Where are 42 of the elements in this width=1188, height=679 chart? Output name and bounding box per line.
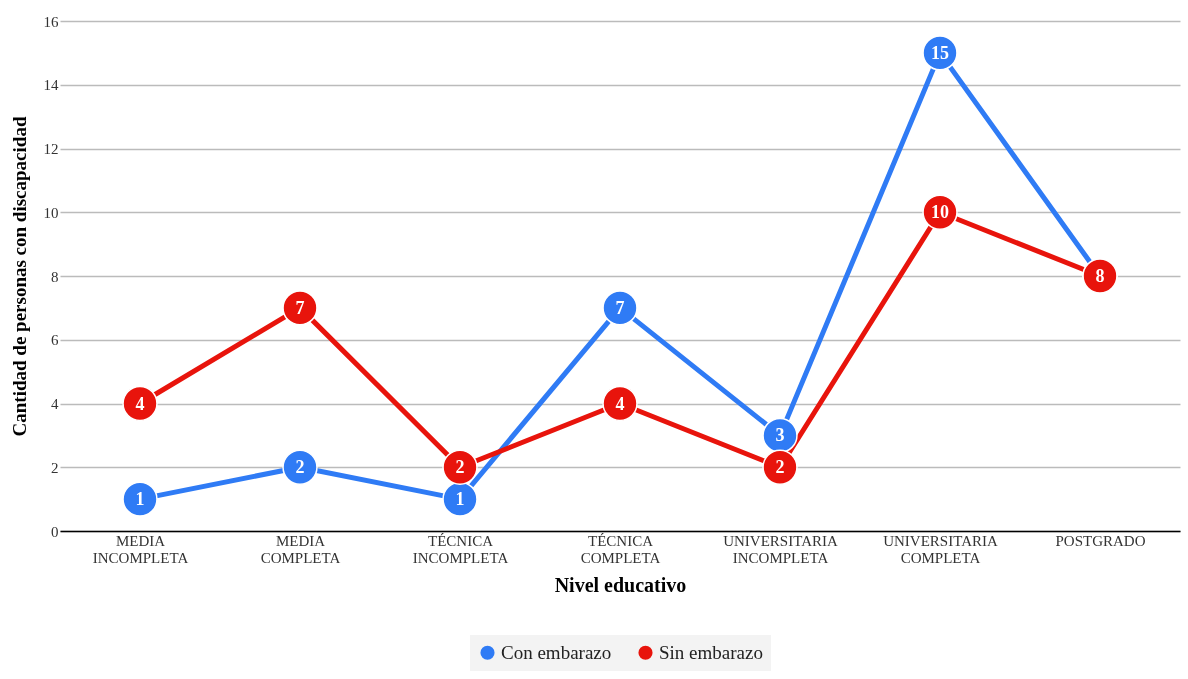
- data-label: 8: [1095, 266, 1105, 286]
- y-tick-label: 2: [51, 459, 59, 476]
- point: [442, 481, 478, 517]
- x-tick-label: UNIVERSITARIA INCOMPLETA: [723, 532, 838, 566]
- y-tick-label: 6: [51, 332, 59, 349]
- x-tick-label: POSTGRADO: [1055, 532, 1146, 549]
- legend-label: Con embarazo: [501, 641, 612, 663]
- y-tick-label: 14: [43, 77, 59, 94]
- x-tick-label: TÉCNICA COMPLETA: [580, 532, 661, 566]
- point: [282, 290, 318, 326]
- point: [602, 290, 638, 326]
- data-label: 1: [455, 489, 465, 510]
- point: [282, 449, 318, 485]
- y-tick-label: 12: [43, 141, 59, 157]
- data-label: 1: [135, 489, 145, 510]
- point: [122, 481, 158, 517]
- y-tick-label: 4: [51, 396, 59, 412]
- data-label: 4: [135, 393, 145, 414]
- point: [762, 449, 798, 485]
- y-axis-title: Cantidad de personas con discapacidad: [8, 116, 30, 437]
- x-tick-label: UNIVERSITARIA COMPLETA: [883, 532, 998, 566]
- data-label: 3: [775, 425, 785, 446]
- data-label: 7: [295, 297, 305, 318]
- point: [442, 449, 478, 485]
- data-label: 2: [295, 457, 305, 478]
- data-label: 2: [775, 457, 785, 478]
- y-tick-label: 10: [43, 204, 59, 221]
- data-label: 7: [615, 297, 625, 318]
- data-label: 4: [615, 393, 625, 414]
- x-tick-label: MEDIA COMPLETA: [260, 532, 341, 566]
- point: [602, 385, 638, 422]
- x-axis-title: Nivel educativo: [554, 573, 687, 596]
- data-label: 10: [931, 202, 949, 223]
- x-tick-label: MEDIA INCOMPLETA: [92, 532, 189, 566]
- data-label: 2: [455, 457, 465, 478]
- y-tick-label: 0: [51, 523, 59, 540]
- data-label: 15: [931, 42, 949, 63]
- x-tick-label: TÉCNICA INCOMPLETA: [412, 532, 509, 566]
- y-tick-label: 8: [51, 268, 59, 285]
- legend-label: Sin embarazo: [659, 641, 763, 663]
- point: [122, 385, 158, 422]
- y-tick-label: 16: [43, 13, 59, 30]
